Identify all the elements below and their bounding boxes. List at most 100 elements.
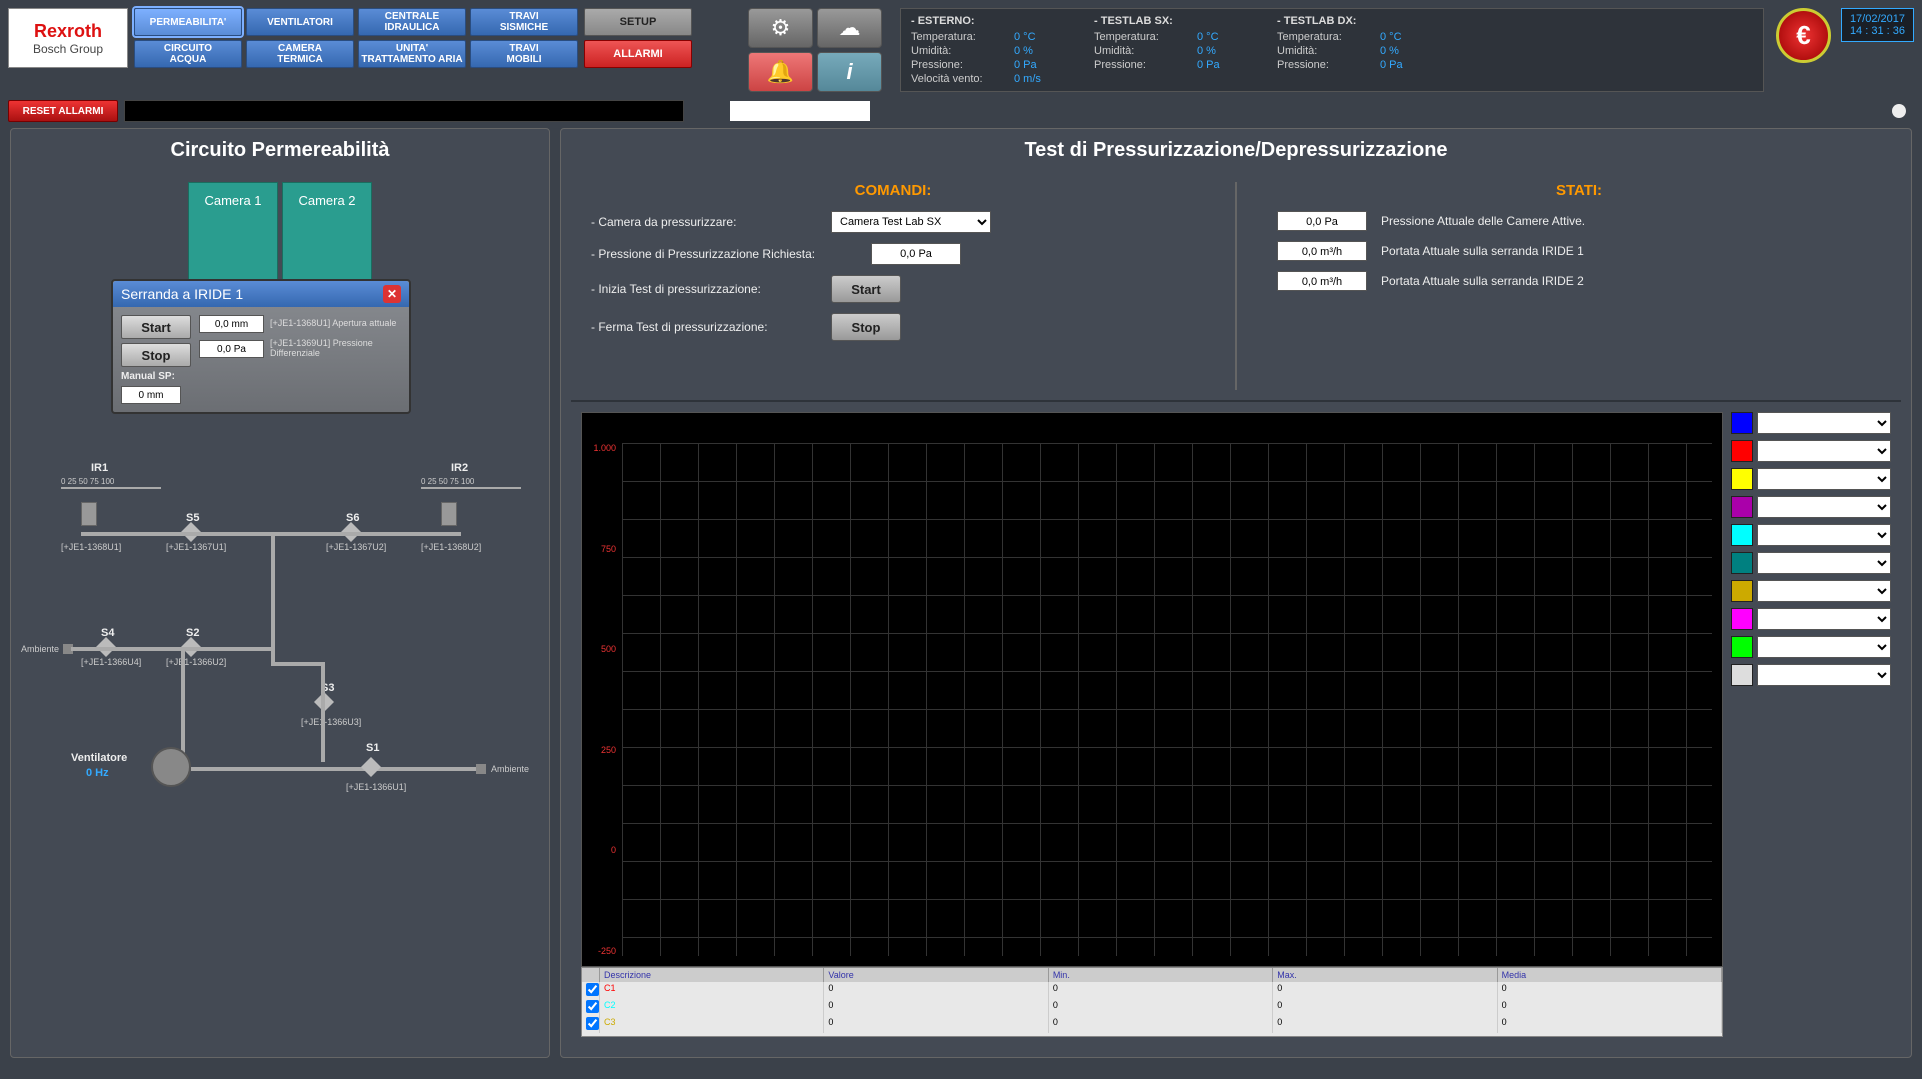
ir1-label: IR1 bbox=[91, 462, 108, 474]
nav-travi-mobili[interactable]: TRAVI MOBILI bbox=[470, 40, 578, 68]
popup-manual-input[interactable] bbox=[121, 386, 181, 404]
cmd-camera-label: Camera da pressurizzare: bbox=[591, 215, 821, 229]
ir2-tag: [+JE1-1368U2] bbox=[421, 542, 481, 552]
nav-camera-termica[interactable]: CAMERA TERMICA bbox=[246, 40, 354, 68]
legend-select-0[interactable] bbox=[1757, 412, 1891, 434]
popup-close-button[interactable]: ✕ bbox=[383, 285, 401, 303]
popup-desc1: [+JE1-1368U1] Apertura attuale bbox=[270, 319, 401, 329]
ventilatore-hz: 0 Hz bbox=[86, 767, 109, 779]
popup-serranda: Serranda a IRIDE 1 ✕ Start Stop Manual S… bbox=[111, 279, 411, 414]
eureka-logo: € bbox=[1776, 8, 1831, 63]
nav-grid: PERMEABILITA' VENTILATORI CENTRALE IDRAU… bbox=[134, 8, 578, 68]
legend-color-8 bbox=[1731, 636, 1753, 658]
stati-portata1-val: 0,0 m³/h bbox=[1277, 241, 1367, 261]
bell-icon-button[interactable]: 🔔 bbox=[748, 52, 813, 92]
nav-ventilatori[interactable]: VENTILATORI bbox=[246, 8, 354, 36]
fan-icon[interactable] bbox=[151, 747, 191, 787]
legend-select-9[interactable] bbox=[1757, 664, 1891, 686]
s1-label: S1 bbox=[366, 742, 379, 754]
time: 14 : 31 : 36 bbox=[1850, 25, 1905, 37]
legend-color-2 bbox=[1731, 468, 1753, 490]
chart[interactable]: 1.0007505002500-250 bbox=[581, 412, 1723, 967]
settings-icon-button[interactable]: ⚙ bbox=[748, 8, 813, 48]
legend-select-2[interactable] bbox=[1757, 468, 1891, 490]
cmd-stop-label: Ferma Test di pressurizzazione: bbox=[591, 320, 821, 334]
test-stop-button[interactable]: Stop bbox=[831, 313, 901, 341]
chart-row-checkbox[interactable] bbox=[586, 1017, 599, 1030]
logo-line2: Bosch Group bbox=[33, 42, 103, 56]
nav-travi-sismiche[interactable]: TRAVI SISMICHE bbox=[470, 8, 578, 36]
ventilatore-label: Ventilatore bbox=[71, 752, 127, 764]
chart-row-checkbox[interactable] bbox=[586, 1000, 599, 1013]
date: 17/02/2017 bbox=[1850, 13, 1905, 25]
stati-portata1-label: Portata Attuale sulla serranda IRIDE 1 bbox=[1381, 244, 1584, 258]
popup-desc2: [+JE1-1369U1] Pressione Differenziale bbox=[270, 339, 401, 359]
legend-select-3[interactable] bbox=[1757, 496, 1891, 518]
ambiente-right: Ambiente bbox=[491, 764, 529, 774]
right-title: Test di Pressurizzazione/Depressurizzazi… bbox=[571, 139, 1901, 162]
popup-title: Serranda a IRIDE 1 bbox=[121, 286, 243, 302]
status-dot bbox=[1892, 104, 1906, 118]
camera-select[interactable]: Camera Test Lab SX bbox=[831, 211, 991, 233]
white-bar bbox=[730, 101, 870, 121]
legend-color-3 bbox=[1731, 496, 1753, 518]
legend-color-9 bbox=[1731, 664, 1753, 686]
setup-button[interactable]: SETUP bbox=[584, 8, 692, 36]
status-dx-header: - TESTLAB DX: bbox=[1277, 15, 1430, 27]
test-start-button[interactable]: Start bbox=[831, 275, 901, 303]
popup-val1: 0,0 mm bbox=[199, 315, 264, 333]
legend-select-5[interactable] bbox=[1757, 552, 1891, 574]
ir1-sensor[interactable] bbox=[81, 502, 97, 526]
stati-portata2-label: Portata Attuale sulla serranda IRIDE 2 bbox=[1381, 274, 1584, 288]
popup-stop-button[interactable]: Stop bbox=[121, 343, 191, 367]
left-title: Circuito Permereabilità bbox=[21, 139, 539, 162]
info-icon-button[interactable]: i bbox=[817, 52, 882, 92]
status-sx-header: - TESTLAB SX: bbox=[1094, 15, 1247, 27]
chart-table: DescrizioneValoreMin.Max.Media C10000C20… bbox=[581, 967, 1723, 1037]
allarmi-button[interactable]: ALLARMI bbox=[584, 40, 692, 68]
legend-select-6[interactable] bbox=[1757, 580, 1891, 602]
legend-color-7 bbox=[1731, 608, 1753, 630]
stati-title: STATI: bbox=[1277, 182, 1881, 199]
cmd-start-label: Inizia Test di pressurizzazione: bbox=[591, 282, 821, 296]
reset-allarmi-button[interactable]: RESET ALLARMI bbox=[8, 100, 118, 122]
popup-val2: 0,0 Pa bbox=[199, 340, 264, 358]
legend-select-1[interactable] bbox=[1757, 440, 1891, 462]
legend-select-4[interactable] bbox=[1757, 524, 1891, 546]
legend-color-4 bbox=[1731, 524, 1753, 546]
nav-permeabilita[interactable]: PERMEABILITA' bbox=[134, 8, 242, 36]
comandi-title: COMANDI: bbox=[591, 182, 1195, 199]
datetime: 17/02/2017 14 : 31 : 36 bbox=[1841, 8, 1914, 42]
s6-tag: [+JE1-1367U2] bbox=[326, 542, 386, 552]
logo-line1: Rexroth bbox=[34, 21, 102, 42]
stati-pressione-val: 0,0 Pa bbox=[1277, 211, 1367, 231]
s3-tag: [+JE1-1366U3] bbox=[301, 717, 361, 727]
popup-manual-label: Manual SP: bbox=[121, 371, 191, 382]
legend-select-7[interactable] bbox=[1757, 608, 1891, 630]
legend-color-5 bbox=[1731, 552, 1753, 574]
popup-start-button[interactable]: Start bbox=[121, 315, 191, 339]
ir2-sensor[interactable] bbox=[441, 502, 457, 526]
ir1-scale: 0 25 50 75 100 bbox=[61, 477, 114, 486]
legend-select-8[interactable] bbox=[1757, 636, 1891, 658]
chart-row-checkbox[interactable] bbox=[586, 983, 599, 996]
stati-pressione-label: Pressione Attuale delle Camere Attive. bbox=[1381, 214, 1585, 228]
stati-portata2-val: 0,0 m³/h bbox=[1277, 271, 1367, 291]
s1-valve[interactable] bbox=[361, 757, 381, 777]
ir2-scale: 0 25 50 75 100 bbox=[421, 477, 474, 486]
legend-color-0 bbox=[1731, 412, 1753, 434]
left-panel: Circuito Permereabilità Camera 1 Camera … bbox=[10, 128, 550, 1058]
nav-centrale[interactable]: CENTRALE IDRAULICA bbox=[358, 8, 466, 36]
nav-unita-aria[interactable]: UNITA' TRATTAMENTO ARIA bbox=[358, 40, 466, 68]
ir2-label: IR2 bbox=[451, 462, 468, 474]
legend-color-1 bbox=[1731, 440, 1753, 462]
legend bbox=[1731, 412, 1891, 1037]
s4-tag: [+JE1-1366U4] bbox=[81, 657, 141, 667]
s1-tag: [+JE1-1366U1] bbox=[346, 782, 406, 792]
nav-circuito-acqua[interactable]: CIRCUITO ACQUA bbox=[134, 40, 242, 68]
s5-tag: [+JE1-1367U1] bbox=[166, 542, 226, 552]
status-esterno-header: - ESTERNO: bbox=[911, 15, 1064, 27]
cloud-icon-button[interactable]: ☁ bbox=[817, 8, 882, 48]
logo: Rexroth Bosch Group bbox=[8, 8, 128, 68]
pressione-input[interactable] bbox=[871, 243, 961, 265]
